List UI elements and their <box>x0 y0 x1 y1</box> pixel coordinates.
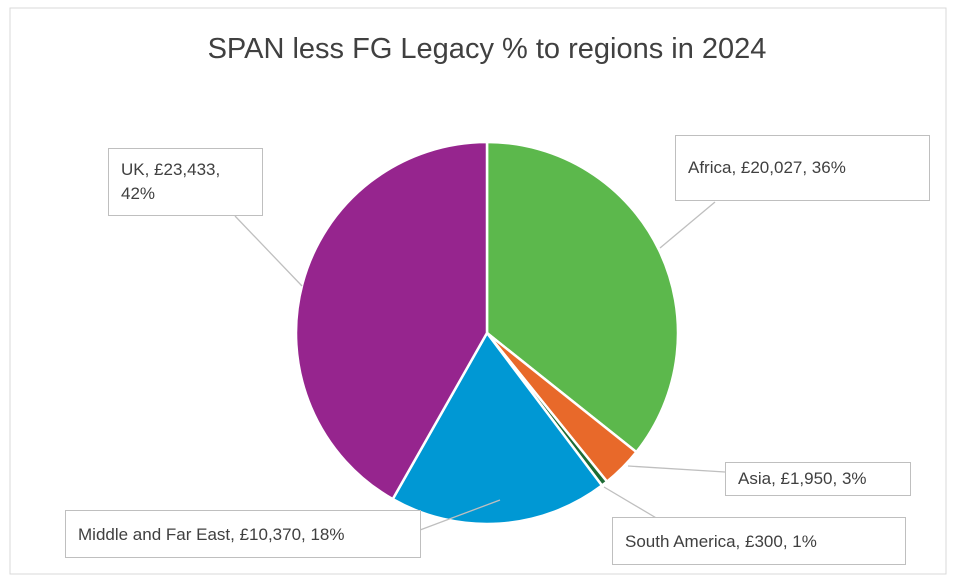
leader-line <box>659 201 716 249</box>
leader-line <box>234 215 303 287</box>
pie-slice <box>294 140 489 501</box>
slices <box>294 140 680 526</box>
leader-line <box>419 499 501 531</box>
chart-title: SPAN less FG Legacy % to regions in 2024 <box>208 33 767 65</box>
leader-line <box>627 465 726 473</box>
data-label: Middle and Far East, £10,370, 18% <box>65 510 421 558</box>
data-label: Africa, £20,027, 36% <box>675 135 930 201</box>
leader-line <box>603 486 659 520</box>
pie-slice <box>391 330 604 526</box>
leader-lines <box>234 201 726 531</box>
pie-slice <box>485 140 680 454</box>
data-label: South America, £300, 1% <box>612 517 906 565</box>
data-label: Asia, £1,950, 3% <box>725 462 911 496</box>
data-label: UK, £23,433, 42% <box>108 148 263 216</box>
